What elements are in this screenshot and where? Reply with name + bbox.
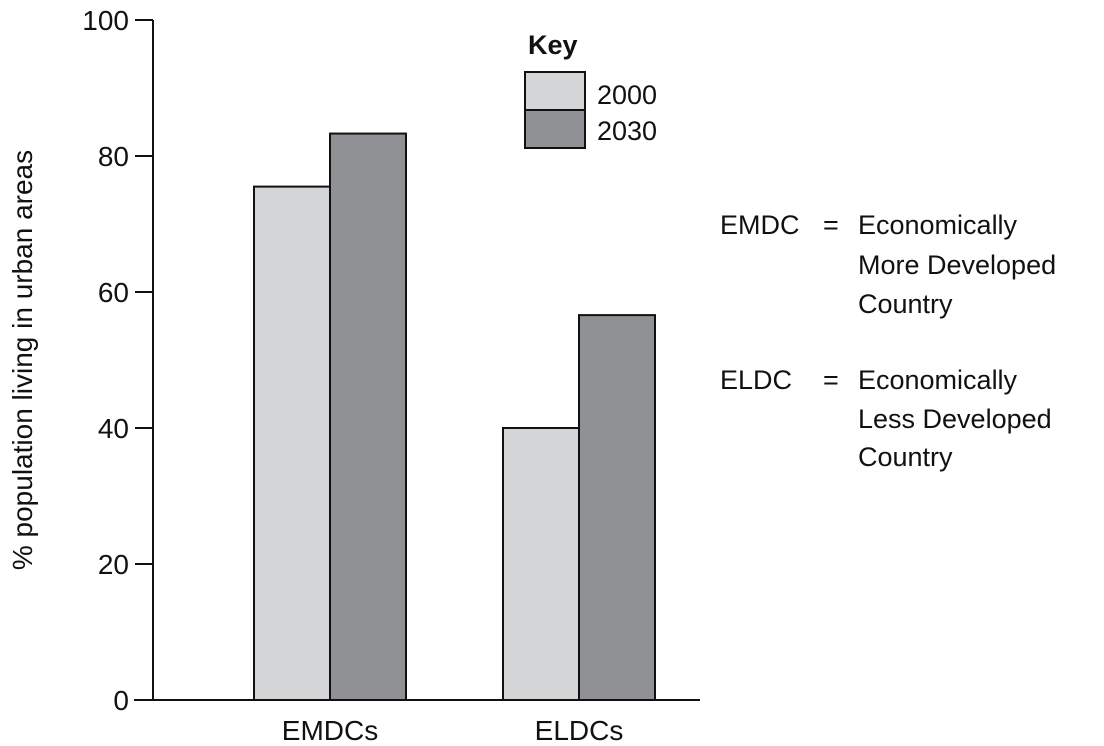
legend: Key 2000 2030: [524, 30, 657, 149]
bars: [253, 132, 656, 702]
bar-emdcs-2030: [329, 132, 407, 701]
definition-eldc: ELDC = Economically Less Developed Count…: [720, 365, 1052, 472]
y-tick-label-80: 80: [98, 141, 129, 172]
x-tick-label-eldcs: ELDCs: [535, 715, 624, 746]
definition-emdc-line-3: Country: [858, 289, 953, 319]
x-tick-label-emdcs: EMDCs: [282, 715, 378, 746]
bar-eldcs-2000: [502, 427, 580, 701]
definition-emdc-abbr: EMDC: [720, 210, 800, 240]
bar-emdcs-2000: [253, 185, 331, 702]
definition-eldc-line-1: Economically: [858, 365, 1018, 395]
y-ticks: 0 20 40 60 80 100: [82, 5, 153, 716]
y-axis-label: % population living in urban areas: [7, 150, 38, 570]
definition-eldc-line-2: Less Developed: [858, 404, 1052, 434]
definition-emdc-equals: =: [823, 210, 839, 240]
definition-emdc-line-2: More Developed: [858, 250, 1056, 280]
legend-label-2030: 2030: [597, 116, 657, 146]
y-tick-label-100: 100: [82, 5, 129, 36]
y-tick-label-60: 60: [98, 277, 129, 308]
legend-title: Key: [528, 30, 578, 60]
definition-eldc-equals: =: [823, 365, 839, 395]
y-tick-label-40: 40: [98, 413, 129, 444]
definition-emdc: EMDC = Economically More Developed Count…: [720, 210, 1056, 319]
bar-eldcs-2030: [578, 314, 656, 701]
y-tick-label-20: 20: [98, 549, 129, 580]
y-tick-label-0: 0: [113, 685, 129, 716]
legend-swatch-2000: [524, 71, 586, 111]
definition-emdc-line-1: Economically: [858, 210, 1018, 240]
definition-eldc-line-3: Country: [858, 442, 953, 472]
legend-label-2000: 2000: [597, 80, 657, 110]
definition-eldc-abbr: ELDC: [720, 365, 792, 395]
legend-swatch-2030: [524, 109, 586, 149]
x-tick-labels: EMDCs ELDCs: [282, 715, 624, 746]
